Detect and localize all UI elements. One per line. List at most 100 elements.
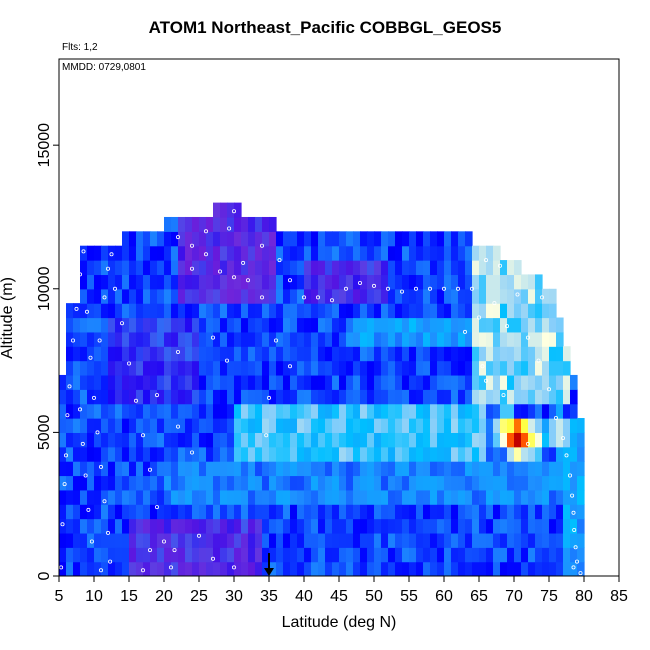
heatmap-cell [311, 317, 319, 333]
heatmap-cell [451, 489, 459, 505]
heatmap-cell [276, 489, 284, 505]
heatmap-cell [360, 475, 368, 491]
heatmap-cell [255, 461, 263, 477]
heatmap-cell [339, 288, 347, 304]
heatmap-cell [87, 389, 95, 405]
heatmap-cell [283, 475, 291, 491]
heatmap-cell [101, 532, 109, 548]
heatmap-cell [87, 245, 95, 261]
heatmap-cell [115, 331, 123, 347]
heatmap-cell [542, 288, 550, 304]
heatmap-cell [486, 274, 494, 290]
heatmap-cell [241, 561, 249, 576]
heatmap-cell [514, 303, 522, 319]
heatmap-cell [416, 231, 424, 247]
heatmap-cell [311, 245, 319, 261]
heatmap-cell [178, 274, 186, 290]
heatmap-cell [171, 346, 179, 362]
heatmap-cell [493, 403, 501, 419]
heatmap-cell [87, 317, 95, 333]
heatmap-cell [220, 518, 228, 534]
heatmap-cell [353, 389, 361, 405]
heatmap-cell [367, 504, 375, 520]
heatmap-cell [563, 360, 571, 376]
heatmap-cell [311, 561, 319, 576]
heatmap-cell [101, 518, 109, 534]
heatmap-cell [542, 461, 550, 477]
heatmap-cell [395, 374, 403, 390]
heatmap-cell [304, 547, 312, 563]
heatmap-cell [129, 231, 137, 247]
heatmap-cell [220, 475, 228, 491]
flight-point [241, 260, 246, 265]
heatmap-cell [80, 475, 88, 491]
heatmap-cell [514, 518, 522, 534]
heatmap-cell [80, 504, 88, 520]
heatmap-cell [339, 317, 347, 333]
heatmap-cell [402, 547, 410, 563]
heatmap-cell [332, 303, 340, 319]
heatmap-cell [136, 518, 144, 534]
heatmap-cell [87, 504, 95, 520]
heatmap-cell [409, 317, 417, 333]
heatmap-cell [59, 561, 67, 576]
heatmap-cell [178, 432, 186, 448]
heatmap-cell [374, 403, 382, 419]
heatmap-cell [570, 547, 578, 563]
heatmap-cell [73, 374, 81, 390]
heatmap-cell [241, 403, 249, 419]
heatmap-cell [472, 504, 480, 520]
heatmap-cell [87, 547, 95, 563]
heatmap-cell [115, 274, 123, 290]
heatmap-cell [507, 360, 515, 376]
heatmap-cell [346, 403, 354, 419]
heatmap-cell [332, 489, 340, 505]
heatmap-cell [458, 547, 466, 563]
heatmap-cell [122, 260, 130, 276]
heatmap-cell [101, 461, 109, 477]
heatmap-cell [374, 418, 382, 433]
heatmap-cell [73, 461, 81, 477]
heatmap-cell [73, 418, 81, 433]
heatmap-cell [430, 489, 438, 505]
heatmap-cell [535, 432, 543, 448]
heatmap-cell [136, 231, 144, 247]
heatmap-cell [262, 532, 270, 548]
heatmap-cell [136, 346, 144, 362]
heatmap-cell [262, 547, 270, 563]
heatmap-cell [388, 461, 396, 477]
heatmap-cell [276, 418, 284, 433]
heatmap-cell [409, 274, 417, 290]
heatmap-cell [136, 432, 144, 448]
heatmap-cell [171, 518, 179, 534]
heatmap-cell [500, 475, 508, 491]
heatmap-cell [346, 303, 354, 319]
heatmap-cell [402, 518, 410, 534]
flight-point [106, 266, 111, 271]
heatmap-cell [535, 518, 543, 534]
heatmap-cell [346, 389, 354, 405]
heatmap-cell [94, 547, 102, 563]
heatmap-cell [402, 303, 410, 319]
heatmap-cell [318, 547, 326, 563]
heatmap-cell [514, 274, 522, 290]
heatmap-cell [353, 274, 361, 290]
heatmap-cell [297, 547, 305, 563]
heatmap-cell [549, 346, 557, 362]
heatmap-cell [486, 475, 494, 491]
heatmap-cell [283, 518, 291, 534]
heatmap-cell [479, 461, 487, 477]
heatmap-cell [465, 532, 473, 548]
heatmap-cell [213, 403, 221, 419]
heatmap-cell [171, 547, 179, 563]
heatmap-cell [122, 403, 130, 419]
heatmap-cell [115, 504, 123, 520]
heatmap-cell [206, 461, 214, 477]
heatmap-cell [367, 260, 375, 276]
heatmap-cell [458, 504, 466, 520]
heatmap-cell [451, 374, 459, 390]
heatmap-cell [423, 446, 431, 462]
heatmap-cell [514, 532, 522, 548]
heatmap-cell [164, 489, 172, 505]
heatmap-cell [556, 389, 564, 405]
